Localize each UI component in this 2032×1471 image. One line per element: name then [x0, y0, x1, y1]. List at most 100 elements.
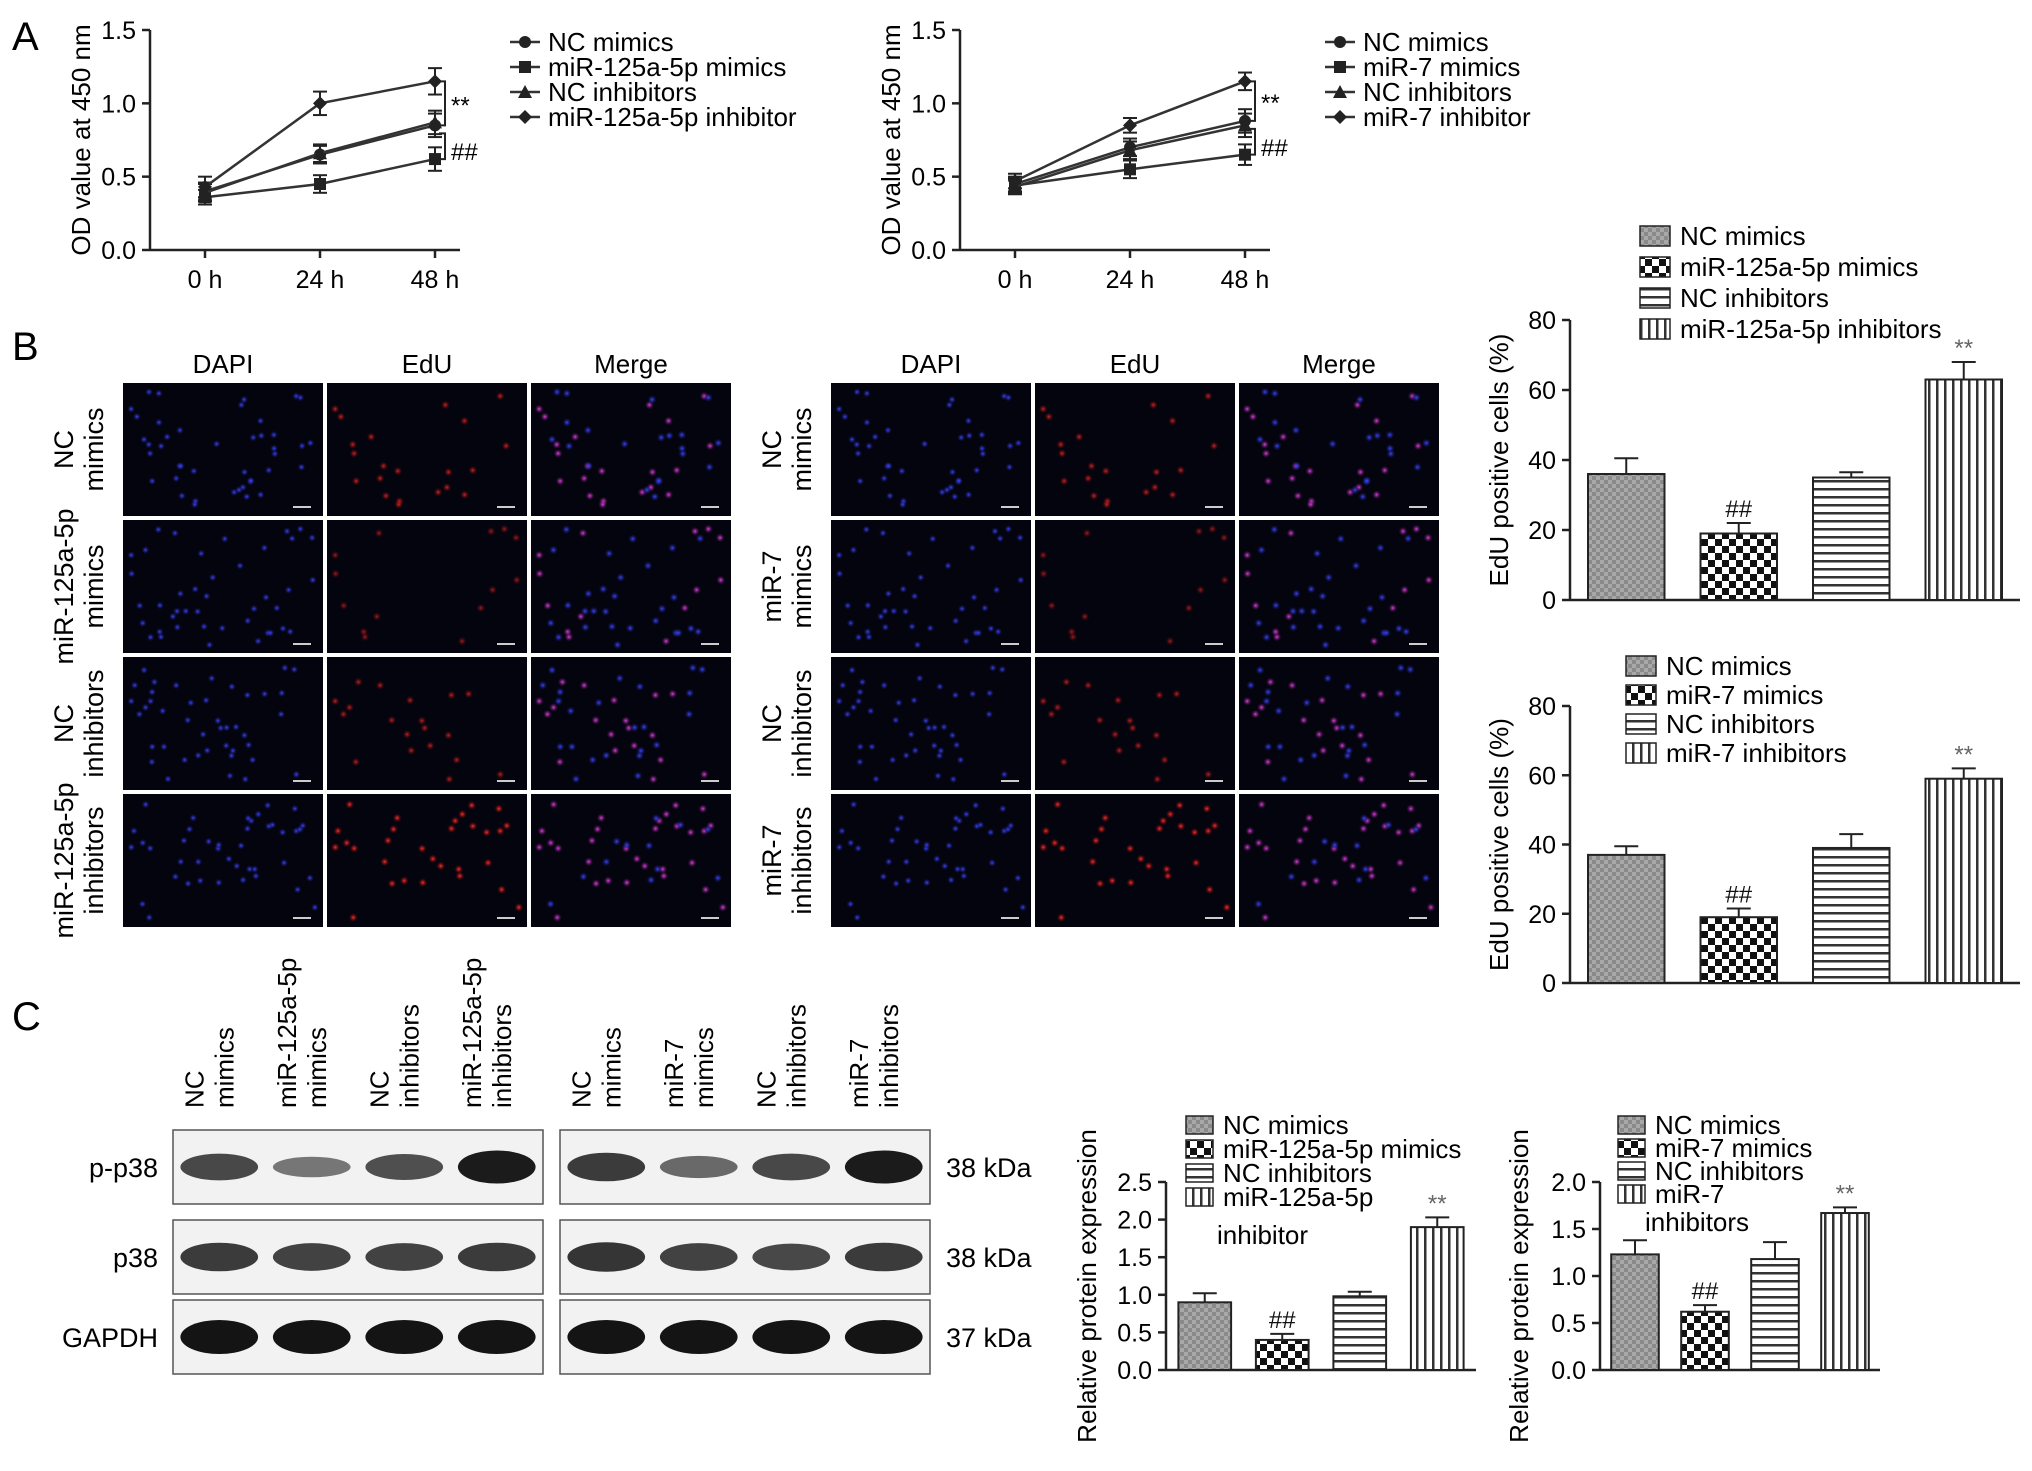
- nucleus: [848, 666, 857, 675]
- y-axis-title: OD value at 450 nm: [66, 24, 96, 255]
- edu-nucleus: [454, 864, 464, 874]
- nucleus: [843, 601, 852, 610]
- merge-nucleus: [601, 857, 611, 867]
- lane-label: mimics: [302, 1027, 332, 1108]
- merge-nucleus: [601, 607, 611, 617]
- legend-label: NC inhibitors: [1680, 283, 1829, 313]
- edu-nucleus: [349, 448, 359, 458]
- merge-nucleus: [537, 826, 547, 836]
- blot-kda-label: 38 kDa: [946, 1243, 1033, 1273]
- merge-nucleus: [1364, 755, 1374, 765]
- blot-band: [659, 1155, 738, 1179]
- nucleus: [183, 716, 192, 725]
- edu-nucleus: [443, 467, 453, 477]
- edu-nucleus: [1175, 800, 1185, 810]
- nucleus: [239, 875, 248, 884]
- merge-nucleus: [604, 548, 614, 558]
- edu-nucleus: [467, 800, 477, 810]
- merge-nucleus: [597, 466, 607, 476]
- blot-band: [567, 1152, 646, 1182]
- merge-nucleus: [643, 561, 653, 571]
- merge-nucleus: [716, 575, 726, 585]
- edu-nucleus: [1047, 601, 1057, 611]
- edu-nucleus: [1168, 416, 1178, 426]
- nucleus: [180, 755, 189, 764]
- edu-nucleus: [1203, 769, 1213, 779]
- nucleus: [907, 730, 916, 739]
- micrograph-panel: [831, 794, 1031, 927]
- nucleus: [148, 742, 157, 751]
- merge-nucleus: [1251, 601, 1261, 611]
- nucleus: [867, 742, 876, 751]
- merge-nucleus: [680, 603, 690, 613]
- merge-nucleus: [1250, 709, 1260, 719]
- edu-nucleus: [1041, 826, 1051, 836]
- merge-nucleus: [613, 640, 623, 650]
- bar: [1812, 846, 1891, 985]
- micrograph-panel: [123, 794, 323, 927]
- bar-chart-protein-125a: 0.0 0.5 1.0 1.5 2.0 2.5 Relative protein expre…: [1072, 1110, 1476, 1443]
- edu-nucleus: [483, 858, 493, 868]
- merge-nucleus: [1293, 491, 1303, 501]
- line-chart-mimics-7: 0.0 0.5 1.0 1.5 0 h 24 h 48 h OD value at 450 n…: [876, 17, 1531, 294]
- edu-nucleus: [1057, 448, 1067, 458]
- nucleus: [225, 771, 234, 780]
- y-tick-label: 80: [1528, 693, 1556, 721]
- edu-nucleus: [353, 677, 363, 687]
- merge-nucleus: [695, 534, 705, 544]
- edu-nucleus: [455, 871, 465, 881]
- edu-nucleus: [1057, 843, 1067, 853]
- merge-nucleus: [1411, 393, 1421, 403]
- legend-label: miR-7 inhibitors: [1666, 738, 1847, 768]
- nucleus: [880, 474, 889, 483]
- micrograph-panel: [123, 657, 323, 790]
- nucleus: [232, 862, 241, 871]
- edu-nucleus: [372, 611, 382, 621]
- merge-nucleus: [1261, 448, 1271, 458]
- nucleus: [296, 393, 305, 402]
- merge-nucleus: [1355, 467, 1365, 477]
- merge-nucleus: [1333, 623, 1343, 633]
- merge-nucleus: [668, 689, 678, 699]
- merge-nucleus: [548, 545, 558, 555]
- merge-nucleus: [1386, 449, 1396, 459]
- merge-nucleus: [1411, 524, 1421, 534]
- lane-label: mimics: [209, 1027, 239, 1108]
- nucleus: [856, 688, 865, 697]
- nucleus: [871, 774, 880, 783]
- edu-nucleus: [405, 695, 415, 705]
- nucleus: [257, 431, 266, 440]
- nucleus: [933, 771, 942, 780]
- lane-label: miR-7: [844, 1039, 874, 1108]
- nucleus: [837, 826, 846, 835]
- nucleus: [1005, 463, 1014, 472]
- blot-band: [567, 1320, 646, 1354]
- nucleus: [212, 439, 221, 448]
- legend-swatch: [1639, 318, 1671, 340]
- legend-label: NC inhibitors: [548, 77, 697, 107]
- micrograph-panel: [831, 657, 1031, 790]
- nucleus: [910, 696, 919, 705]
- micrograph-panel: [531, 657, 731, 790]
- merge-nucleus: [1286, 528, 1296, 538]
- nucleus: [974, 628, 983, 637]
- legend-label: miR-7 mimics: [1363, 52, 1520, 82]
- legend-label: inhibitor: [1217, 1220, 1308, 1250]
- nucleus: [866, 706, 875, 715]
- sig-label: ##: [1261, 135, 1288, 162]
- edu-nucleus: [1160, 755, 1170, 765]
- merge-nucleus: [567, 742, 577, 752]
- merge-nucleus: [1306, 499, 1316, 509]
- merge-nucleus: [1254, 838, 1264, 848]
- legend-label: NC mimics: [1363, 27, 1489, 57]
- panel-letter-b: B: [12, 325, 39, 369]
- nucleus: [940, 862, 949, 871]
- merge-nucleus: [1372, 490, 1382, 500]
- blot-row-label: p38: [113, 1243, 158, 1273]
- edu-nucleus: [331, 569, 341, 579]
- merge-nucleus: [701, 885, 711, 895]
- data-point: [314, 178, 326, 190]
- nucleus: [158, 706, 167, 715]
- merge-nucleus: [584, 857, 594, 867]
- merge-nucleus: [704, 462, 714, 472]
